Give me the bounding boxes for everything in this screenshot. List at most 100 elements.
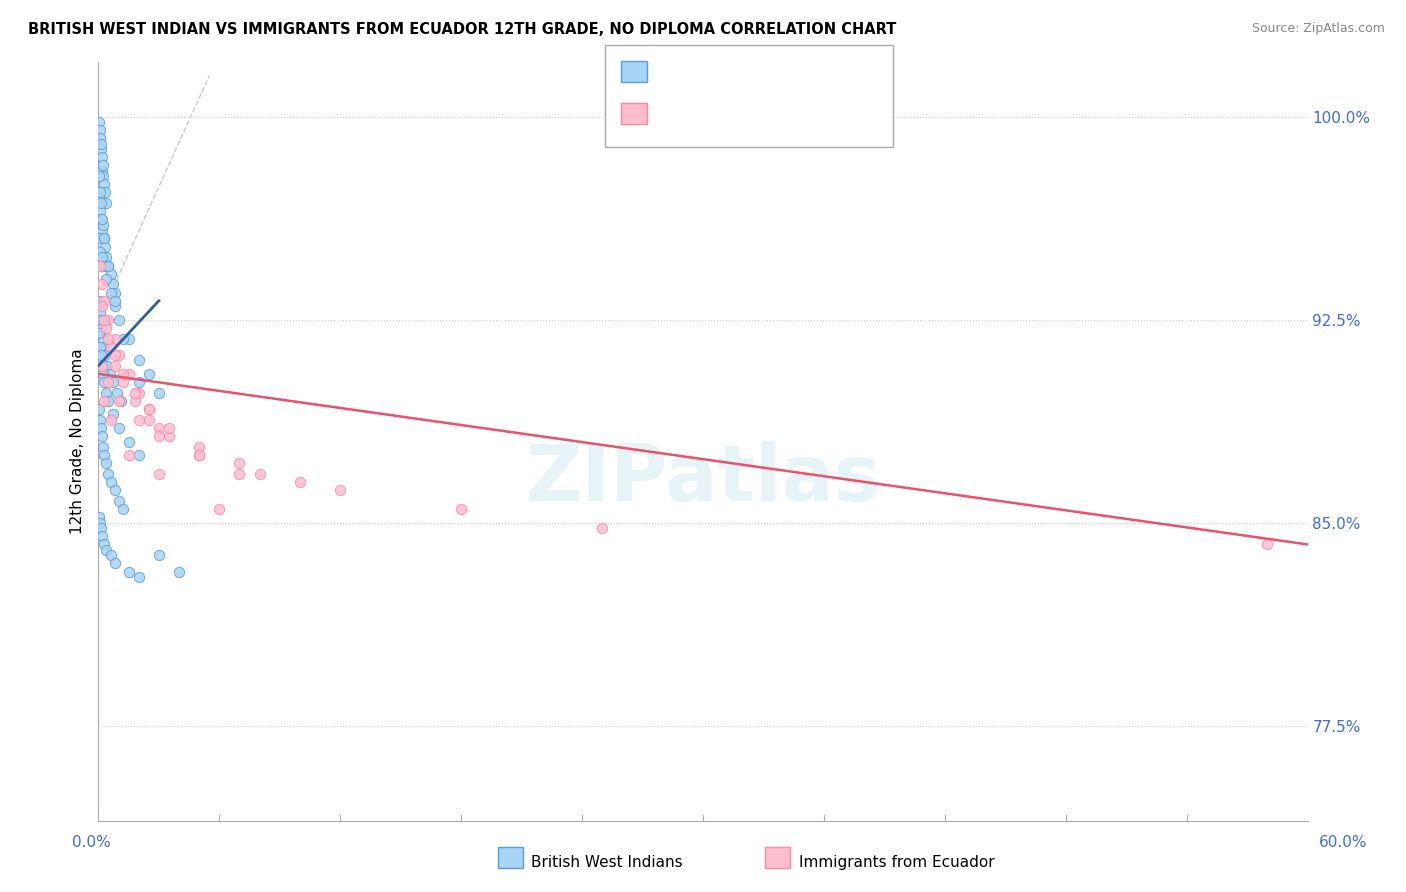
Point (89, 244, 111, 259)
Point (91, 223, 114, 237)
Point (93, 231, 115, 245)
Point (90, 142, 112, 156)
Text: British West Indians: British West Indians (531, 855, 683, 870)
Point (118, 565, 141, 579)
Point (89, 259, 111, 273)
Text: Source: ZipAtlas.com: Source: ZipAtlas.com (1251, 22, 1385, 36)
Point (105, 385, 128, 400)
Point (107, 421, 129, 435)
Point (89, 516, 111, 530)
Point (93, 218, 115, 232)
Text: 0.0%: 0.0% (72, 836, 111, 850)
Point (157, 429, 180, 443)
Point (91, 212, 114, 227)
Point (101, 408, 124, 422)
Point (103, 293, 125, 308)
Text: R =: R = (657, 104, 696, 122)
Point (93, 231, 115, 245)
Point (128, 375, 150, 389)
Point (89, 123, 111, 137)
Point (91, 150, 114, 164)
Point (100, 549, 122, 563)
Point (90, 196, 112, 211)
Point (91, 429, 114, 443)
Point (167, 565, 190, 579)
Text: N =: N = (749, 62, 801, 80)
Point (110, 393, 132, 408)
Point (93, 448, 115, 462)
Point (118, 448, 141, 462)
Text: 0.235: 0.235 (695, 62, 758, 80)
Point (89, 304, 111, 318)
Text: 60.0%: 60.0% (1319, 836, 1367, 850)
Point (103, 359, 125, 373)
Text: -0.130: -0.130 (695, 104, 759, 122)
Point (93, 393, 115, 408)
Point (96, 272, 118, 286)
Point (90, 348, 112, 362)
Point (128, 413, 150, 427)
Point (111, 502, 134, 516)
Point (118, 367, 141, 381)
Text: Immigrants from Ecuador: Immigrants from Ecuador (799, 855, 994, 870)
Point (97, 259, 120, 273)
Point (157, 421, 180, 435)
Point (91, 359, 114, 373)
Point (128, 570, 150, 584)
Point (90, 312, 112, 326)
Point (118, 434, 141, 449)
Point (111, 367, 134, 381)
Point (124, 393, 146, 408)
Point (100, 413, 122, 427)
Point (94, 186, 117, 200)
Point (128, 448, 150, 462)
Point (288, 475, 311, 490)
Point (188, 448, 211, 462)
Point (107, 312, 129, 326)
Point (96, 320, 118, 334)
Point (100, 267, 122, 281)
Point (128, 353, 150, 368)
Point (94, 348, 117, 362)
Point (93, 440, 115, 454)
Point (96, 456, 118, 470)
Point (111, 332, 134, 346)
Point (96, 385, 118, 400)
Point (97, 259, 120, 273)
Point (93, 312, 115, 326)
Point (103, 557, 125, 571)
Point (96, 359, 118, 373)
Point (97, 467, 120, 481)
Point (93, 178, 115, 192)
Point (97, 393, 120, 408)
Point (91, 277, 114, 292)
Point (93, 367, 115, 381)
Point (89, 169, 111, 184)
Point (103, 348, 125, 362)
Point (90, 212, 112, 227)
Point (97, 332, 120, 346)
Point (89, 340, 111, 354)
Point (96, 542, 118, 557)
Text: R =: R = (657, 62, 696, 80)
Point (107, 494, 129, 508)
Point (91, 320, 114, 334)
Point (103, 483, 125, 498)
Point (89, 191, 111, 205)
Text: ZIPatlas: ZIPatlas (526, 442, 880, 517)
Point (93, 537, 115, 551)
Point (101, 277, 124, 292)
Point (100, 340, 122, 354)
Point (93, 340, 115, 354)
Point (107, 393, 129, 408)
Text: BRITISH WEST INDIAN VS IMMIGRANTS FROM ECUADOR 12TH GRADE, NO DIPLOMA CORRELATIO: BRITISH WEST INDIAN VS IMMIGRANTS FROM E… (28, 22, 897, 37)
Point (591, 521, 613, 535)
Point (111, 375, 134, 389)
Point (188, 440, 211, 454)
Text: N =: N = (749, 104, 801, 122)
Point (148, 385, 170, 400)
Point (138, 413, 160, 427)
Point (91, 163, 114, 178)
Point (91, 332, 114, 346)
Point (450, 502, 472, 516)
